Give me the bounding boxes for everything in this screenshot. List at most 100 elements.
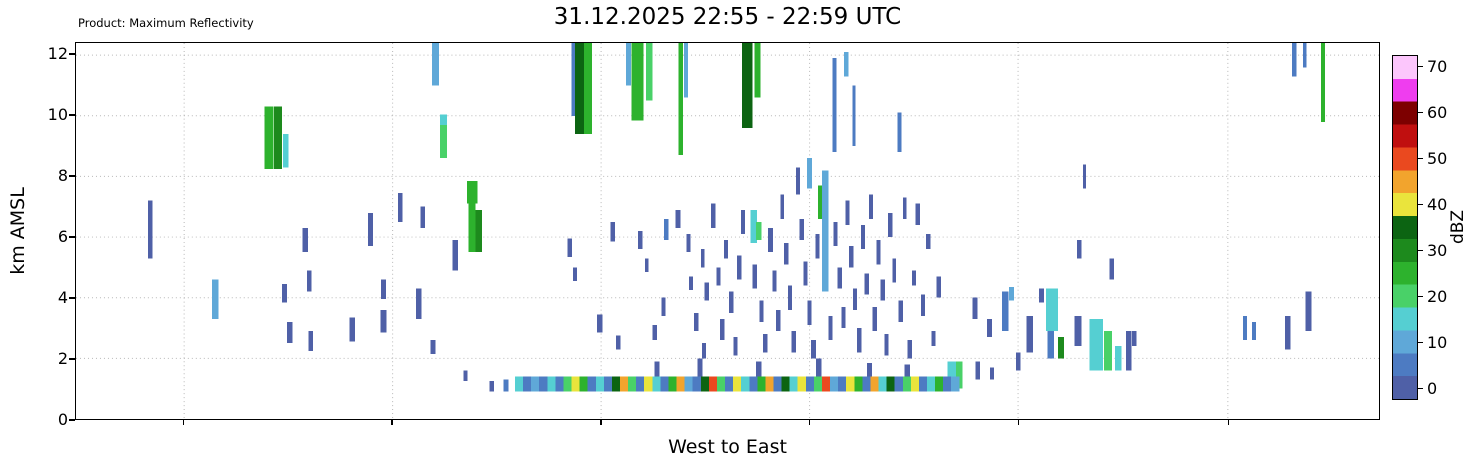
- reflectivity-echo-bar: [684, 376, 693, 392]
- reflectivity-echo-bar: [710, 203, 716, 228]
- reflectivity-echo-bar: [636, 376, 645, 392]
- reflectivity-echo-bar: [381, 279, 386, 300]
- reflectivity-echo-bar: [615, 335, 621, 350]
- reflectivity-echo-bar: [845, 200, 850, 225]
- reflectivity-echo-bar: [788, 285, 793, 310]
- reflectivity-echo-bar: [652, 325, 657, 341]
- reflectivity-echo-bar: [759, 300, 764, 322]
- reflectivity-echo-bar: [463, 370, 468, 382]
- product-label: Product: Maximum Reflectivity: [78, 16, 254, 30]
- reflectivity-echo-bar: [806, 158, 813, 189]
- reflectivity-echo-bar: [579, 376, 588, 392]
- reflectivity-echo-bar: [811, 340, 816, 359]
- reflectivity-echo-bar: [1046, 288, 1058, 332]
- reflectivity-echo-bar: [813, 376, 822, 392]
- chart-title: 31.12.2025 22:55 - 22:59 UTC: [553, 4, 902, 30]
- reflectivity-echo-bar: [264, 106, 274, 169]
- reflectivity-echo-bar: [212, 279, 219, 319]
- reflectivity-echo-bar: [380, 309, 387, 333]
- reflectivity-echo-bar: [750, 209, 757, 244]
- reflectivity-echo-bar: [781, 376, 790, 392]
- reflectivity-echo-bar: [856, 328, 862, 353]
- reflectivity-echo-bar: [675, 209, 681, 228]
- reflectivity-echo-bar: [886, 376, 895, 392]
- reflectivity-echo-bar: [430, 340, 436, 354]
- reflectivity-echo-bar: [652, 376, 661, 392]
- reflectivity-echo-bar: [702, 343, 707, 359]
- reflectivity-echo-bar: [523, 376, 532, 392]
- reflectivity-echo-bar: [756, 361, 762, 377]
- reflectivity-echo-bar: [741, 209, 746, 235]
- reflectivity-echo-bar: [573, 267, 578, 282]
- reflectivity-echo-bar: [1292, 43, 1297, 77]
- reflectivity-echo-bar: [625, 43, 632, 86]
- reflectivity-echo-bar: [931, 331, 936, 347]
- reflectivity-echo-bar: [603, 376, 612, 392]
- reflectivity-echo-bar: [990, 367, 994, 380]
- reflectivity-echo-bar: [567, 238, 573, 257]
- reflectivity-echo-bar: [907, 340, 913, 359]
- reflectivity-echo-bar: [951, 376, 960, 392]
- reflectivity-echo-bar: [452, 240, 458, 271]
- reflectivity-echo-bar: [925, 234, 931, 250]
- reflectivity-echo-bar: [1284, 315, 1291, 350]
- reflectivity-echo-bar: [1109, 258, 1115, 280]
- reflectivity-echo-bar: [704, 282, 709, 301]
- y-tick-mark: [69, 175, 75, 177]
- reflectivity-echo-bar: [878, 376, 887, 392]
- reflectivity-echo-bar: [849, 246, 854, 268]
- reflectivity-echo-bar: [660, 376, 669, 392]
- reflectivity-echo-bar: [654, 361, 660, 377]
- reflectivity-echo-bar: [803, 261, 808, 286]
- y-tick-mark: [69, 358, 75, 360]
- reflectivity-echo-bar: [725, 376, 734, 392]
- reflectivity-echo-bar: [821, 376, 831, 392]
- reflectivity-echo-bar: [880, 279, 885, 301]
- reflectivity-echo-bar: [853, 288, 858, 310]
- reflectivity-echo-bar: [904, 364, 910, 377]
- colorbar-tick-label: 30: [1427, 240, 1448, 260]
- reflectivity-echo-bar: [1125, 331, 1132, 371]
- y-tick-mark: [69, 236, 75, 238]
- reflectivity-echo-bar: [972, 297, 978, 319]
- reflectivity-echo-bar: [818, 185, 825, 219]
- reflectivity-echo-bar: [539, 376, 548, 392]
- reflectivity-echo-bar: [910, 376, 919, 392]
- reflectivity-echo-bar: [708, 376, 717, 392]
- reflectivity-echo-bar: [547, 376, 556, 392]
- reflectivity-echo-bar: [1242, 315, 1247, 341]
- reflectivity-echo-bar: [854, 376, 863, 392]
- reflectivity-echo-bar: [866, 362, 873, 377]
- reflectivity-echo-bar: [420, 206, 425, 228]
- reflectivity-echo-bar: [689, 276, 693, 291]
- reflectivity-echo-bar: [287, 321, 293, 344]
- reflectivity-echo-bar: [898, 300, 904, 322]
- reflectivity-bars-canvas: [76, 43, 1379, 419]
- reflectivity-echo-bar: [531, 376, 540, 392]
- colorbar-tick-label: 60: [1427, 102, 1448, 122]
- y-tick-label: 6: [57, 227, 68, 247]
- reflectivity-echo-bar: [872, 306, 878, 332]
- reflectivity-echo-bar: [644, 258, 649, 272]
- reflectivity-echo-bar: [947, 361, 959, 392]
- colorbar-tick-mark: [1418, 65, 1423, 68]
- colorbar-tick-mark: [1418, 295, 1423, 298]
- reflectivity-echo-bar: [926, 376, 936, 392]
- reflectivity-echo-bar: [587, 376, 596, 392]
- reflectivity-echo-bar: [503, 379, 509, 392]
- reflectivity-echo-bar: [1104, 331, 1112, 371]
- reflectivity-echo-bar: [147, 200, 153, 259]
- colorbar-tick-label: 10: [1427, 332, 1448, 352]
- reflectivity-echo-bar: [282, 133, 289, 168]
- reflectivity-echo-bar: [716, 267, 721, 286]
- reflectivity-echo-bar: [1115, 346, 1122, 371]
- reflectivity-echo-bar: [776, 309, 781, 332]
- reflectivity-echo-bar: [749, 376, 758, 392]
- reflectivity-echo-bar: [918, 376, 927, 392]
- colorbar-tick-label: 70: [1427, 56, 1448, 76]
- reflectivity-echo-bar: [736, 255, 742, 280]
- reflectivity-echo-bar: [1026, 315, 1034, 353]
- reflectivity-echo-bar: [956, 361, 963, 389]
- reflectivity-echo-bar: [676, 376, 685, 392]
- reflectivity-echo-bar: [861, 224, 865, 250]
